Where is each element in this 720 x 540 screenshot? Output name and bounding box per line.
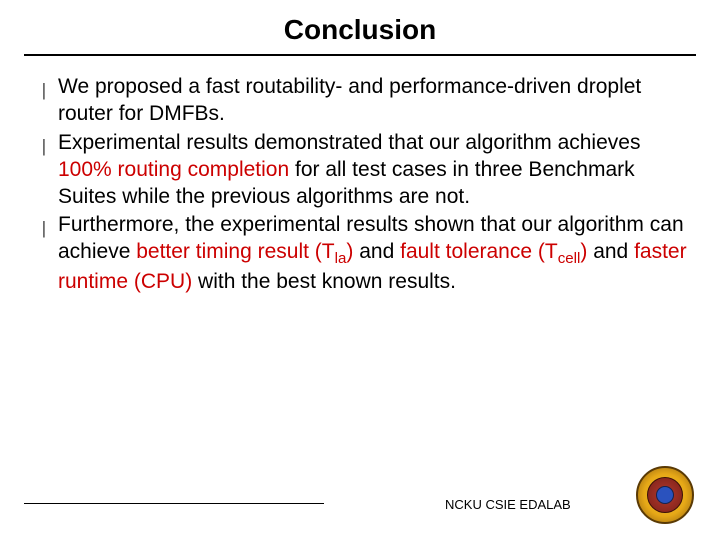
content-area: ׀We proposed a fast routability- and per…: [0, 56, 720, 296]
highlight-text: fault tolerance (T: [400, 240, 558, 263]
seal-core: [656, 486, 674, 504]
plain-text: and: [353, 240, 400, 263]
bullet-item: ׀We proposed a fast routability- and per…: [30, 74, 690, 128]
bullet-text: Furthermore, the experimental results sh…: [58, 212, 690, 295]
bullet-item: ׀Furthermore, the experimental results s…: [30, 212, 690, 295]
bullet-text: We proposed a fast routability- and perf…: [58, 74, 690, 128]
footer-rule: [24, 503, 324, 504]
plain-text: Experimental results demonstrated that o…: [58, 131, 640, 154]
bullet-text: Experimental results demonstrated that o…: [58, 130, 690, 211]
slide: { "title": { "text": "Conclusion", "font…: [0, 0, 720, 540]
highlight-text: better timing result (T: [136, 240, 334, 263]
bullet-marker: ׀: [30, 130, 58, 158]
plain-text: with the best known results.: [192, 270, 456, 293]
university-seal-icon: [636, 466, 694, 524]
plain-text: and: [587, 240, 634, 263]
bullet-marker: ׀: [30, 212, 58, 240]
highlight-text: cell: [558, 240, 581, 263]
footer-text: NCKU CSIE EDALAB: [445, 497, 571, 512]
bullet-marker: ׀: [30, 74, 58, 102]
plain-text: We proposed a fast routability- and perf…: [58, 75, 641, 125]
slide-title: Conclusion: [0, 0, 720, 52]
bullet-item: ׀Experimental results demonstrated that …: [30, 130, 690, 211]
highlight-text: 100% routing completion: [58, 158, 289, 181]
highlight-text: la: [335, 240, 347, 263]
